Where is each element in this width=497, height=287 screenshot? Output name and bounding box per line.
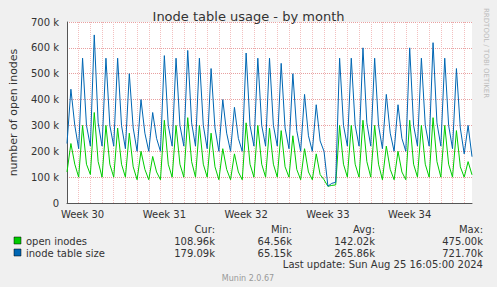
svg-text:RRDTOOL / TOBI OETIKER: RRDTOOL / TOBI OETIKER bbox=[482, 8, 490, 98]
svg-text:Min:: Min: bbox=[271, 224, 292, 235]
svg-text:Week 32: Week 32 bbox=[224, 209, 267, 220]
svg-text:Week 33: Week 33 bbox=[306, 209, 349, 220]
svg-text:500 k: 500 k bbox=[31, 68, 59, 79]
svg-text:200 k: 200 k bbox=[31, 146, 59, 157]
svg-text:Week 31: Week 31 bbox=[143, 209, 186, 220]
svg-text:Max:: Max: bbox=[459, 224, 483, 235]
svg-text:600 k: 600 k bbox=[31, 42, 59, 53]
svg-text:475.00k: 475.00k bbox=[442, 236, 483, 247]
svg-text:Cur:: Cur: bbox=[194, 224, 215, 235]
svg-text:300 k: 300 k bbox=[31, 120, 59, 131]
svg-text:179.09k: 179.09k bbox=[174, 248, 215, 259]
svg-text:Inode table usage - by month: Inode table usage - by month bbox=[153, 9, 345, 24]
svg-text:108.96k: 108.96k bbox=[174, 236, 215, 247]
svg-text:Munin 2.0.67: Munin 2.0.67 bbox=[222, 274, 274, 283]
svg-text:721.70k: 721.70k bbox=[442, 248, 483, 259]
svg-text:Avg:: Avg: bbox=[353, 224, 375, 235]
svg-text:64.56k: 64.56k bbox=[258, 236, 293, 247]
svg-text:65.15k: 65.15k bbox=[258, 248, 293, 259]
svg-text:inode table size: inode table size bbox=[26, 248, 105, 259]
svg-text:700 k: 700 k bbox=[31, 17, 59, 28]
svg-text:100 k: 100 k bbox=[31, 172, 59, 183]
svg-text:number of open inodes: number of open inodes bbox=[7, 48, 20, 176]
svg-text:Week 30: Week 30 bbox=[61, 209, 104, 220]
svg-text:Last update: Sun Aug 25 16:05:: Last update: Sun Aug 25 16:05:00 2024 bbox=[283, 259, 483, 270]
svg-text:400 k: 400 k bbox=[31, 94, 59, 105]
svg-text:Week 34: Week 34 bbox=[388, 209, 431, 220]
svg-text:142.02k: 142.02k bbox=[334, 236, 375, 247]
svg-text:0: 0 bbox=[53, 198, 59, 209]
svg-text:open inodes: open inodes bbox=[26, 236, 87, 247]
svg-text:265.86k: 265.86k bbox=[334, 248, 375, 259]
